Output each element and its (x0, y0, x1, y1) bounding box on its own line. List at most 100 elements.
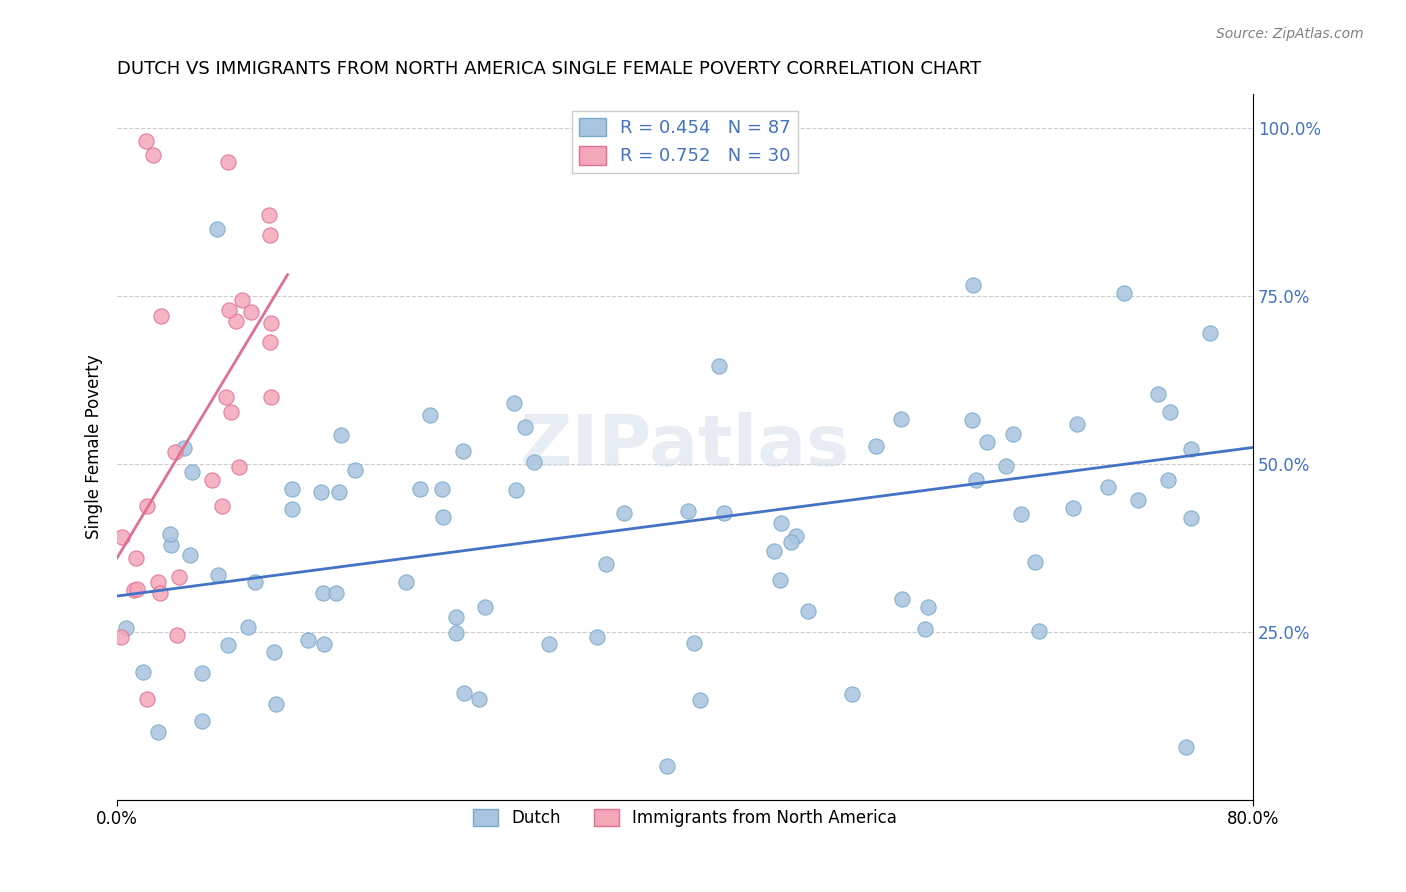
Point (136, 499, 159, 513)
Point (110, 630, 132, 644)
Point (225, 313, 247, 327)
Point (179, 548, 201, 562)
Point (228, 459, 250, 474)
Point (1175, 740, 1198, 755)
Point (219, 405, 242, 419)
Point (419, 409, 441, 423)
Text: ZIPatlas: ZIPatlas (520, 412, 851, 482)
Point (201, 473, 224, 487)
Point (325, 586, 347, 600)
Point (797, 604, 820, 618)
Point (1001, 427, 1024, 442)
Point (960, 412, 983, 426)
Point (890, 412, 912, 426)
Point (780, 535, 803, 549)
Point (211, 500, 233, 514)
Point (474, 600, 496, 615)
Point (239, 305, 262, 319)
Point (453, 686, 475, 700)
Point (217, 638, 239, 652)
Text: Source: ZipAtlas.com: Source: ZipAtlas.com (1216, 27, 1364, 41)
Point (513, 420, 536, 434)
Point (328, 485, 350, 500)
Point (523, 455, 546, 469)
Point (173, 441, 195, 455)
Point (142, 148, 165, 162)
Point (917, 600, 939, 615)
Point (1180, 511, 1202, 525)
Point (218, 303, 240, 318)
Point (613, 506, 636, 520)
Point (125, 582, 148, 597)
Point (264, 697, 287, 711)
Point (994, 459, 1017, 474)
Point (1062, 500, 1084, 515)
Point (1180, 442, 1202, 457)
Point (432, 509, 454, 524)
Point (259, 334, 281, 349)
Point (167, 570, 190, 584)
Point (1010, 507, 1032, 521)
Point (1097, 480, 1119, 494)
Point (135, 135, 157, 149)
Point (281, 502, 304, 516)
Point (538, 637, 561, 651)
Point (773, 121, 796, 136)
Point (149, 310, 172, 324)
Point (115, 622, 138, 636)
Point (586, 630, 609, 644)
Point (505, 483, 527, 497)
Point (965, 473, 987, 487)
Point (713, 506, 735, 520)
Point (655, 759, 678, 773)
Point (976, 435, 998, 450)
Y-axis label: Single Female Poverty: Single Female Poverty (86, 355, 103, 540)
Point (453, 443, 475, 458)
Point (217, 154, 239, 169)
Point (166, 627, 188, 641)
Point (180, 465, 202, 479)
Point (205, 221, 228, 235)
Point (124, 550, 146, 565)
Point (191, 665, 214, 680)
Text: DUTCH VS IMMIGRANTS FROM NORTH AMERICA SINGLE FEMALE POVERTY CORRELATION CHART: DUTCH VS IMMIGRANTS FROM NORTH AMERICA S… (117, 60, 981, 78)
Point (146, 724, 169, 739)
Point (259, 228, 281, 243)
Legend: Dutch, Immigrants from North America: Dutch, Immigrants from North America (467, 802, 904, 833)
Point (770, 516, 793, 530)
Point (409, 483, 432, 497)
Point (163, 445, 186, 459)
Point (1199, 326, 1222, 341)
Point (281, 482, 304, 496)
Point (309, 484, 332, 499)
Point (1146, 386, 1168, 401)
Point (468, 692, 491, 706)
Point (1341, 114, 1364, 128)
Point (683, 636, 706, 650)
Point (446, 609, 468, 624)
Point (122, 583, 145, 598)
Point (865, 439, 887, 453)
Point (689, 693, 711, 707)
Point (132, 665, 155, 680)
Point (444, 625, 467, 640)
Point (207, 567, 229, 582)
Point (260, 390, 283, 404)
Point (314, 637, 336, 651)
Point (914, 622, 936, 636)
Point (263, 645, 285, 659)
Point (231, 293, 253, 307)
Point (841, 687, 863, 701)
Point (343, 463, 366, 477)
Point (146, 574, 169, 589)
Point (160, 537, 183, 551)
Point (891, 591, 914, 606)
Point (1024, 555, 1046, 569)
Point (769, 574, 792, 588)
Point (763, 544, 786, 558)
Point (785, 529, 807, 543)
Point (311, 586, 333, 600)
Point (329, 427, 352, 442)
Point (259, 316, 281, 330)
Point (503, 396, 526, 410)
